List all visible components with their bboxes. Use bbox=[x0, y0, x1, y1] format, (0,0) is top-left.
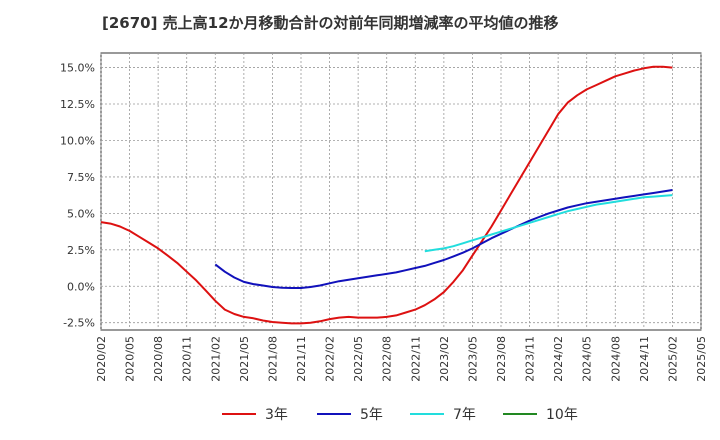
x-tick-label: 2022/05 bbox=[352, 336, 365, 382]
y-tick-label: 15.0% bbox=[60, 62, 95, 75]
x-tick-label: 2022/08 bbox=[381, 336, 394, 382]
chart-title: [2670] 売上高12か月移動合計の対前年同期増減率の平均値の推移 bbox=[102, 14, 559, 32]
x-tick-label: 2020/11 bbox=[181, 336, 194, 382]
series-group bbox=[100, 65, 673, 325]
x-tick-label: 2023/02 bbox=[438, 336, 451, 382]
x-tick-label: 2022/02 bbox=[324, 336, 337, 382]
x-tick-label: 2025/02 bbox=[666, 336, 679, 382]
legend-label: 7年 bbox=[453, 407, 476, 423]
x-tick-label: 2020/05 bbox=[124, 336, 137, 382]
x-tick-label: 2024/08 bbox=[609, 336, 622, 382]
x-tick-label: 2020/02 bbox=[95, 336, 108, 382]
y-tick-label: 2.5% bbox=[67, 244, 95, 257]
y-tick-label: 12.5% bbox=[60, 98, 95, 111]
plot-area bbox=[100, 52, 702, 331]
y-tick-label: -2.5% bbox=[63, 317, 95, 330]
x-tick-label: 2024/05 bbox=[581, 336, 594, 382]
series-line-3年 bbox=[100, 65, 673, 325]
x-axis-ticks: 2020/02 2020/05 2020/08 2020/11 2021/02 2021/… bbox=[95, 336, 708, 382]
x-tick-label: 2024/11 bbox=[638, 336, 651, 382]
legend: 3年 5年 7年 10年 bbox=[222, 407, 578, 423]
x-tick-label: 2025/05 bbox=[695, 336, 708, 382]
x-tick-label: 2020/08 bbox=[152, 336, 165, 382]
x-tick-label: 2021/05 bbox=[238, 336, 251, 382]
y-axis-ticks: 15.0% 12.5% 10.0% 7.5% 5.0% 2.5% 0.0% -2.5% bbox=[60, 62, 95, 330]
legend-label: 5年 bbox=[360, 407, 383, 423]
series-line-7年 bbox=[424, 194, 673, 253]
x-tick-label: 2023/05 bbox=[466, 336, 479, 382]
x-tick-label: 2021/08 bbox=[266, 336, 279, 382]
x-tick-label: 2023/08 bbox=[495, 336, 508, 382]
x-tick-label: 2022/11 bbox=[409, 336, 422, 382]
legend-label: 10年 bbox=[546, 407, 578, 423]
y-tick-label: 5.0% bbox=[67, 207, 95, 220]
y-tick-label: 0.0% bbox=[67, 280, 95, 293]
grid bbox=[100, 53, 702, 330]
x-tick-label: 2021/02 bbox=[209, 336, 222, 382]
y-tick-label: 7.5% bbox=[67, 171, 95, 184]
legend-label: 3年 bbox=[265, 407, 288, 423]
x-tick-label: 2021/11 bbox=[295, 336, 308, 382]
x-tick-label: 2023/11 bbox=[524, 336, 537, 382]
y-tick-label: 10.0% bbox=[60, 134, 95, 147]
x-tick-label: 2024/02 bbox=[552, 336, 565, 382]
series-line-5年 bbox=[214, 189, 673, 289]
